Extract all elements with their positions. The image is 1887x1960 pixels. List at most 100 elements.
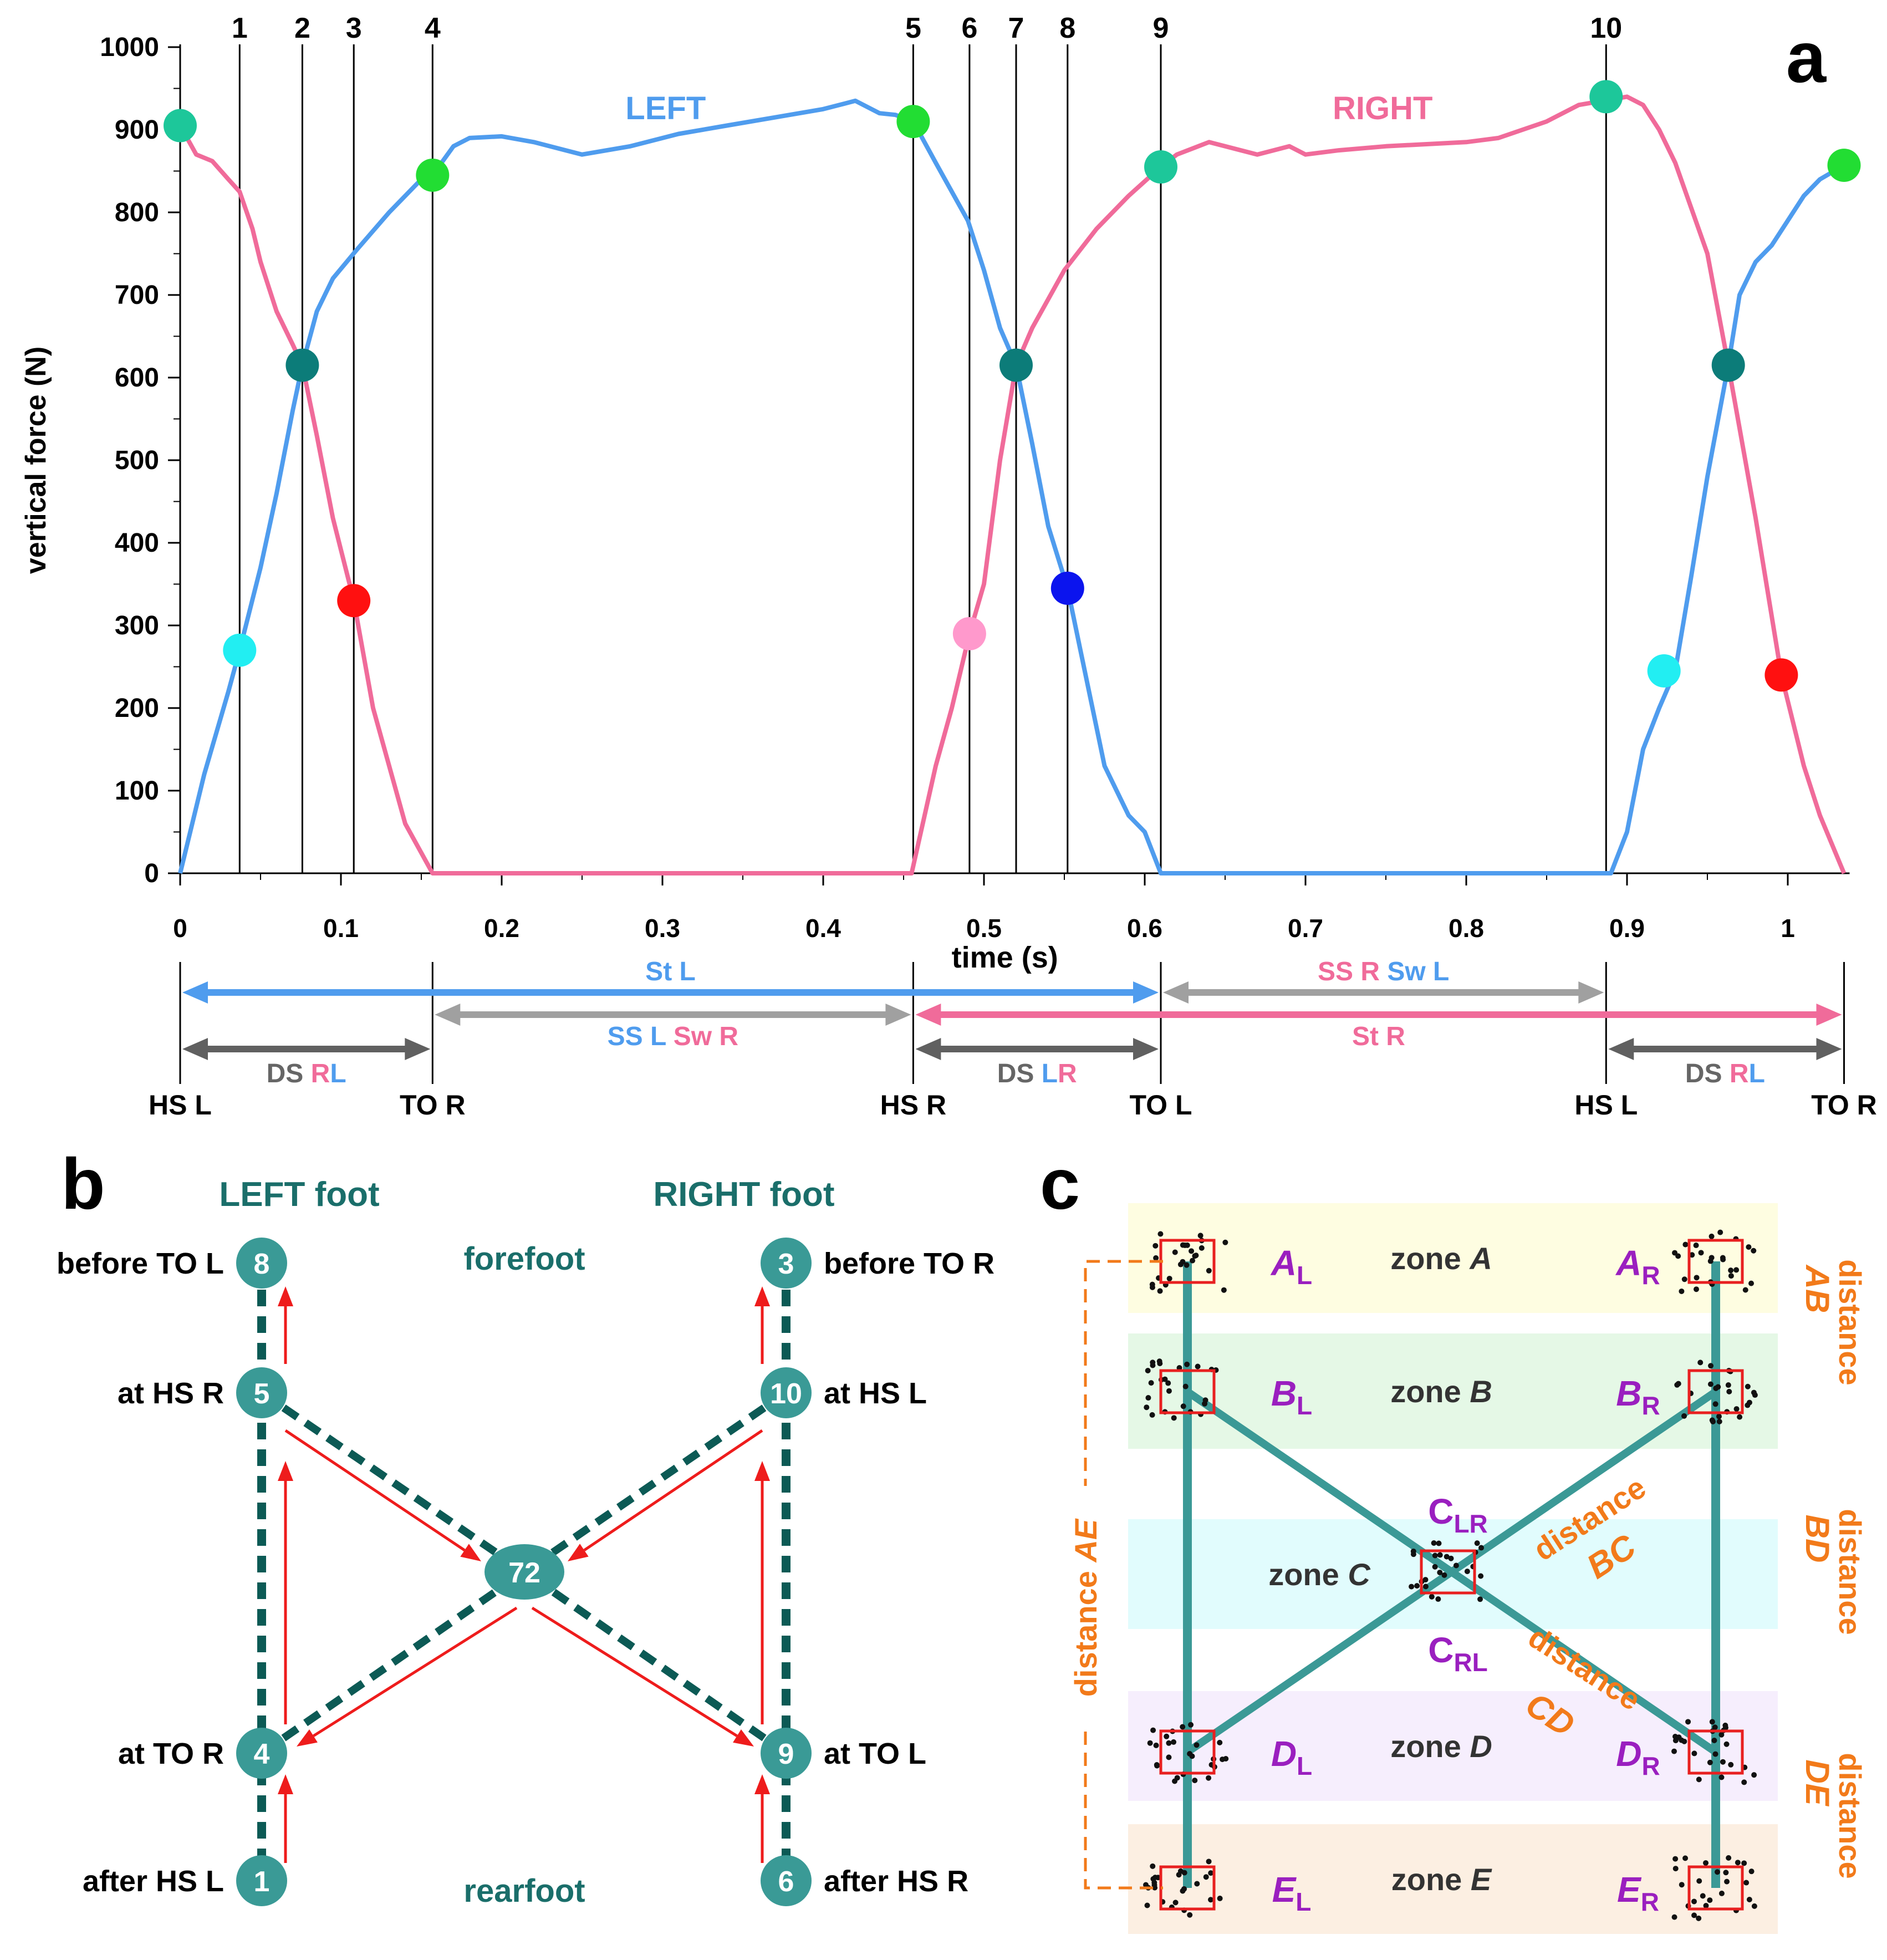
sample-dot [1478,1545,1485,1551]
phase-label: DS RL [1685,1059,1765,1088]
phase-label-part: Sw L [1380,957,1449,986]
sample-dot [1152,1875,1158,1881]
phase-label: SS R Sw L [1318,957,1449,986]
sample-dot [1707,1759,1713,1765]
phase-arrow-head [1133,981,1159,1004]
sample-dot [1737,1414,1743,1420]
point-label-sub: L [1297,1391,1312,1420]
progression-arrow-head [733,1729,754,1747]
y-tick-label: 800 [115,198,159,227]
sample-dot [1208,1897,1214,1903]
x-axis-label: time (s) [952,941,1058,974]
sample-dot [1150,1362,1156,1368]
distance-code-vertical: BD [1799,1515,1836,1563]
event-number-9: 9 [1153,12,1169,44]
node-label: at HS R [118,1377,224,1410]
zone-letter: C [1348,1557,1371,1592]
zone-word: zone [1390,1374,1470,1409]
node-number-4: 4 [254,1738,270,1770]
phase-label-part: St R [1352,1022,1405,1051]
point-label: AL [1270,1243,1312,1290]
event-label: TO R [400,1090,466,1121]
point-label: AR [1615,1243,1660,1290]
sample-dot [1435,1596,1441,1602]
sample-dot [1720,1256,1726,1262]
progression-arrow-head [297,1729,318,1747]
event-number-7: 7 [1008,12,1024,44]
sample-dot [1189,1248,1195,1254]
zone-letter: D [1470,1729,1492,1764]
sample-dot [1708,1233,1715,1239]
point-label-sub: L [1297,1752,1312,1780]
phase-label-part: R [1730,1059,1749,1088]
zone-label-D: zone D [1390,1729,1492,1764]
sample-dot [1171,1739,1177,1745]
sample-dot [1718,1890,1725,1896]
series-line-right [178,94,1847,875]
data-marker [999,348,1033,382]
sample-dot [1728,1267,1734,1274]
y-tick-label: 100 [115,776,159,806]
sample-dot [1717,1229,1723,1235]
point-label-main: D [1271,1734,1297,1774]
phase-arrow-head [1816,1038,1842,1060]
sample-dot [1165,1380,1171,1386]
sample-dot [1190,1258,1196,1264]
x-tick-label: 0.3 [645,914,680,943]
event-label: TO R [1811,1090,1877,1121]
sample-dot [1409,1584,1415,1590]
sample-dot [1725,1382,1731,1388]
phase-label: DS LR [997,1059,1077,1088]
sample-dot [1217,1895,1223,1901]
sample-dot [1202,1397,1208,1403]
panel-a-chart: 0 100 200 300 400 500 600 700 800 900 1000 0 0.1 0.2 0… [20,12,1877,1121]
x-tick-label: 0.5 [966,914,1002,943]
event-number-5: 5 [905,12,921,44]
panel-label-c: c [1040,1143,1080,1224]
node-1 [236,1855,287,1906]
sample-dot [1671,1748,1677,1754]
sample-dot [1707,1381,1713,1387]
sample-dot [1188,1722,1194,1728]
rearfoot-label: rearfoot [463,1873,585,1909]
phase-arrow-head [1608,1038,1634,1060]
y-tick-label: 600 [115,363,159,393]
progression-arrow [313,1606,518,1737]
sample-dot [1720,1759,1726,1765]
zone-center-box [1420,1549,1476,1595]
sample-dot [1724,1878,1730,1885]
sample-dot [1708,1255,1715,1261]
y-tick-label: 200 [115,694,159,723]
sample-dot [1685,1719,1691,1725]
progression-arrow-head [754,1774,770,1794]
distance-word: distance [1068,1562,1103,1697]
node-5 [236,1367,287,1418]
point-label-sub: RL [1454,1648,1487,1677]
cross-path-dashed [259,1389,527,1575]
sample-dot [1171,1415,1177,1421]
sample-dot [1441,1572,1447,1578]
phase-arrow-head [1578,981,1604,1004]
phase-arrow-head [1816,1004,1842,1026]
data-marker [285,348,319,382]
node-label: after HS L [83,1865,224,1898]
data-marker [1827,149,1861,182]
sample-dot [1751,1903,1757,1909]
y-tick-label: 1000 [100,33,159,62]
zone-center-box [1687,1369,1744,1414]
node-label: at HS L [824,1377,927,1410]
sample-dot [1748,1280,1755,1286]
progression-arrow-head [754,1286,770,1306]
sample-dot [1177,1261,1184,1267]
x-tick-label: 0.4 [805,914,841,943]
phase-arrow-head [405,1038,431,1060]
sample-dot [1206,1267,1212,1274]
sample-dot [1437,1570,1443,1576]
point-label-sub: R [1641,1752,1660,1780]
sample-dot [1751,1772,1757,1778]
zone-center-box [1687,1865,1744,1911]
zone-center-box [1687,1729,1744,1775]
point-label-sub: L [1296,1887,1311,1916]
node-label: before TO L [57,1247,224,1280]
